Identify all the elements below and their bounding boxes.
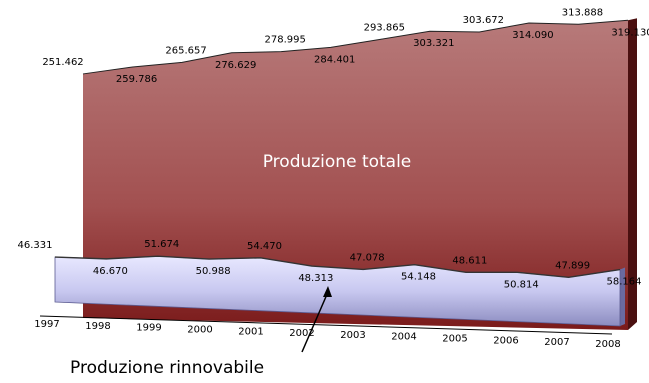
x-tick-label: 2008 xyxy=(595,339,620,350)
plot: 251.462 259.786 265.657 276.629 278.995 284.4… xyxy=(18,7,649,350)
data-label: 319.130 xyxy=(611,27,649,38)
x-tick-label: 2007 xyxy=(544,337,569,348)
x-tick-label: 2005 xyxy=(442,334,467,345)
data-label: 46.670 xyxy=(93,266,128,277)
data-label: 50.988 xyxy=(196,266,231,277)
x-tick-label: 2001 xyxy=(238,326,263,337)
data-label: 278.995 xyxy=(265,35,306,46)
x-tick-label: 2002 xyxy=(289,328,314,339)
data-label: 313.888 xyxy=(562,7,603,18)
x-tick-label: 1999 xyxy=(136,323,161,334)
data-label: 47.078 xyxy=(350,252,385,263)
x-tick-label: 1998 xyxy=(85,321,110,332)
annotation-arrow xyxy=(301,291,329,353)
annotation: Produzione rinnovabile xyxy=(70,358,264,378)
area-edge xyxy=(54,255,621,279)
arrow-head xyxy=(323,286,332,297)
data-label: 58.164 xyxy=(607,277,642,288)
data-label: 54.148 xyxy=(401,272,436,283)
data-label: 303.321 xyxy=(413,38,454,49)
data-label: 50.814 xyxy=(504,279,539,290)
x-axis xyxy=(39,315,613,335)
data-label: 259.786 xyxy=(116,74,157,85)
data-label: 251.462 xyxy=(42,57,83,68)
area-edge xyxy=(82,19,629,75)
x-tick-label: 1997 xyxy=(34,319,59,330)
data-label: 48.611 xyxy=(452,255,487,266)
x-tick-label: 2004 xyxy=(391,332,416,343)
data-label: 284.401 xyxy=(314,54,355,65)
data-label: 46.331 xyxy=(18,240,53,251)
data-label: 47.899 xyxy=(555,260,590,271)
x-tick-label: 2006 xyxy=(493,335,518,346)
x-tick-label: 2000 xyxy=(187,324,212,335)
data-label: 314.090 xyxy=(512,30,553,41)
data-label: 48.313 xyxy=(298,273,333,284)
x-tick-label: 2003 xyxy=(340,330,365,341)
area-side xyxy=(620,267,625,326)
data-label: 293.865 xyxy=(364,22,405,33)
area-label: Produzione totale xyxy=(263,152,412,172)
data-label: 276.629 xyxy=(215,60,256,71)
area xyxy=(83,20,628,331)
area-side xyxy=(628,18,637,331)
data-label: 51.674 xyxy=(144,239,179,250)
data-label: 265.657 xyxy=(165,45,206,56)
data-label: 54.470 xyxy=(247,241,282,252)
data-label: 303.672 xyxy=(463,15,504,26)
